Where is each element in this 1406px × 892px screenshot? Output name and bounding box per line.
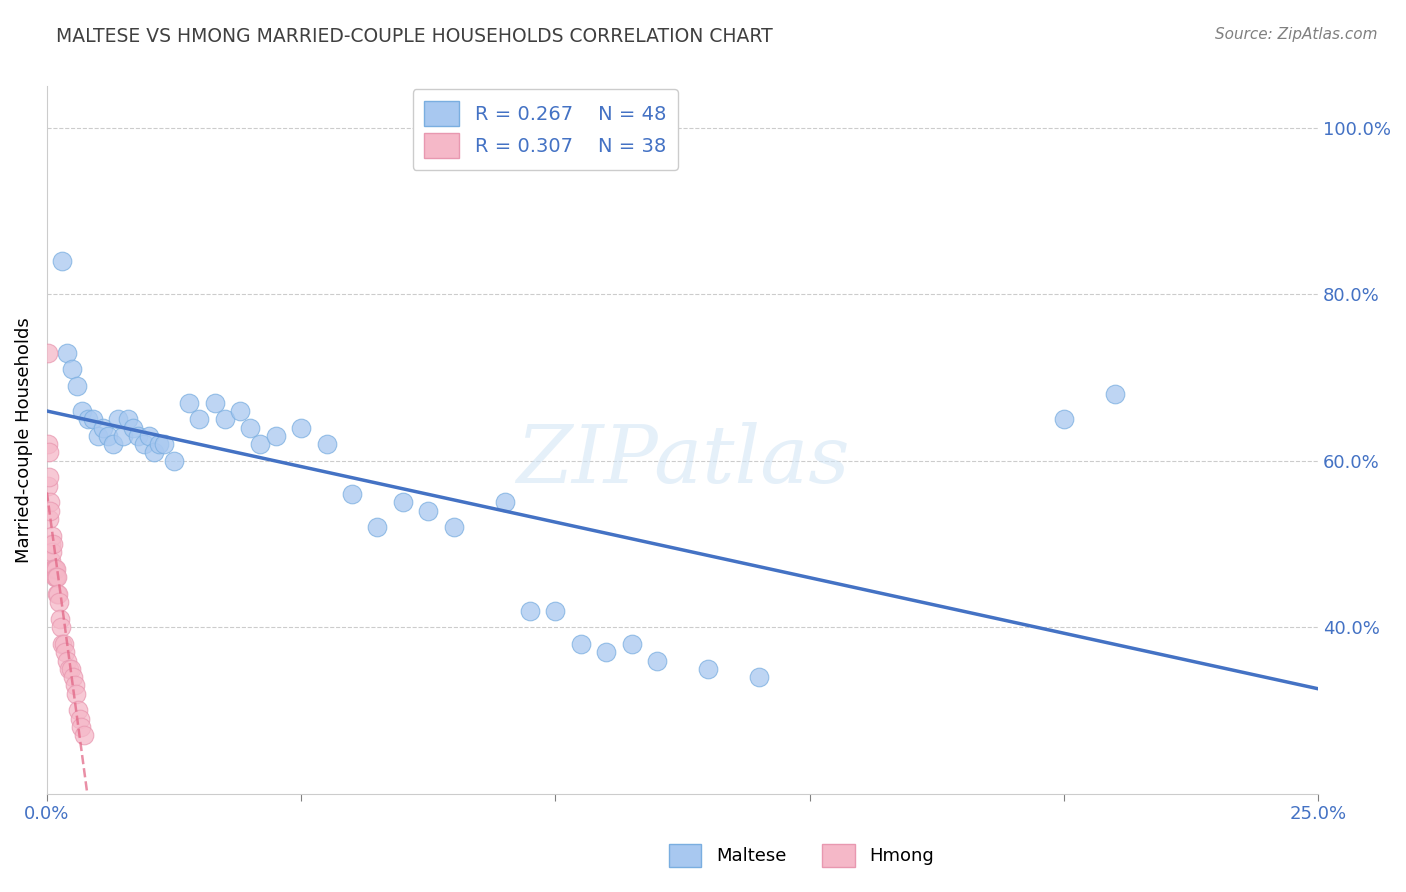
Point <box>62 670 84 684</box>
Point <box>148 437 170 451</box>
Text: Source: ZipAtlas.com: Source: ZipAtlas.com <box>1215 27 1378 42</box>
Point <box>41 554 63 568</box>
Point <box>37 479 59 493</box>
Point <box>97 429 120 443</box>
Point <box>82 412 104 426</box>
Point <box>418 504 440 518</box>
Point <box>65 687 87 701</box>
Point <box>70 720 93 734</box>
Point <box>56 654 79 668</box>
Point <box>340 487 363 501</box>
Point <box>315 437 337 451</box>
Point <box>138 429 160 443</box>
Legend: R = 0.267    N = 48, R = 0.307    N = 38: R = 0.267 N = 48, R = 0.307 N = 38 <box>412 89 678 170</box>
Point <box>569 637 592 651</box>
Point <box>44 570 66 584</box>
Point <box>38 512 60 526</box>
Point <box>37 345 59 359</box>
Point <box>67 703 90 717</box>
Point <box>392 495 415 509</box>
Point <box>41 545 63 559</box>
Point <box>46 570 69 584</box>
Point <box>443 520 465 534</box>
Text: ZIPatlas: ZIPatlas <box>516 423 849 500</box>
Point <box>544 604 567 618</box>
Point <box>49 620 72 634</box>
Point <box>142 445 165 459</box>
Point <box>163 454 186 468</box>
Point <box>46 587 69 601</box>
Point <box>53 645 76 659</box>
Point <box>72 728 94 742</box>
Point <box>48 612 70 626</box>
Point <box>229 404 252 418</box>
Point <box>188 412 211 426</box>
Point <box>48 595 70 609</box>
Point <box>101 437 124 451</box>
Point <box>42 562 65 576</box>
Point <box>239 420 262 434</box>
Point <box>153 437 176 451</box>
Legend: Maltese, Hmong: Maltese, Hmong <box>662 837 941 874</box>
Point <box>249 437 271 451</box>
Point <box>44 562 66 576</box>
Point <box>76 412 98 426</box>
Point <box>290 420 312 434</box>
Point <box>51 254 73 268</box>
Point <box>37 437 59 451</box>
Point <box>60 362 83 376</box>
Point <box>87 429 110 443</box>
Point <box>91 420 114 434</box>
Point <box>204 395 226 409</box>
Point <box>1104 387 1126 401</box>
Point <box>748 670 770 684</box>
Point <box>494 495 516 509</box>
Point <box>45 570 67 584</box>
Point <box>122 420 145 434</box>
Point <box>645 654 668 668</box>
Point <box>132 437 155 451</box>
Point <box>620 637 643 651</box>
Point <box>117 412 139 426</box>
Point <box>595 645 617 659</box>
Point <box>38 445 60 459</box>
Point <box>107 412 129 426</box>
Point <box>366 520 388 534</box>
Point <box>42 537 65 551</box>
Point <box>41 529 63 543</box>
Point <box>58 662 80 676</box>
Point <box>63 678 86 692</box>
Point <box>60 662 83 676</box>
Point <box>38 470 60 484</box>
Point <box>72 404 94 418</box>
Y-axis label: Married-couple Households: Married-couple Households <box>15 318 32 563</box>
Point <box>69 712 91 726</box>
Point <box>39 537 62 551</box>
Point <box>127 429 149 443</box>
Point <box>39 504 62 518</box>
Point <box>52 637 75 651</box>
Point <box>51 637 73 651</box>
Point <box>45 587 67 601</box>
Text: MALTESE VS HMONG MARRIED-COUPLE HOUSEHOLDS CORRELATION CHART: MALTESE VS HMONG MARRIED-COUPLE HOUSEHOL… <box>56 27 773 45</box>
Point <box>39 495 62 509</box>
Point <box>214 412 236 426</box>
Point <box>66 379 89 393</box>
Point <box>179 395 201 409</box>
Point <box>42 562 65 576</box>
Point <box>56 345 79 359</box>
Point <box>519 604 541 618</box>
Point <box>697 662 720 676</box>
Point <box>44 562 66 576</box>
Point <box>112 429 135 443</box>
Point <box>1053 412 1076 426</box>
Point <box>264 429 287 443</box>
